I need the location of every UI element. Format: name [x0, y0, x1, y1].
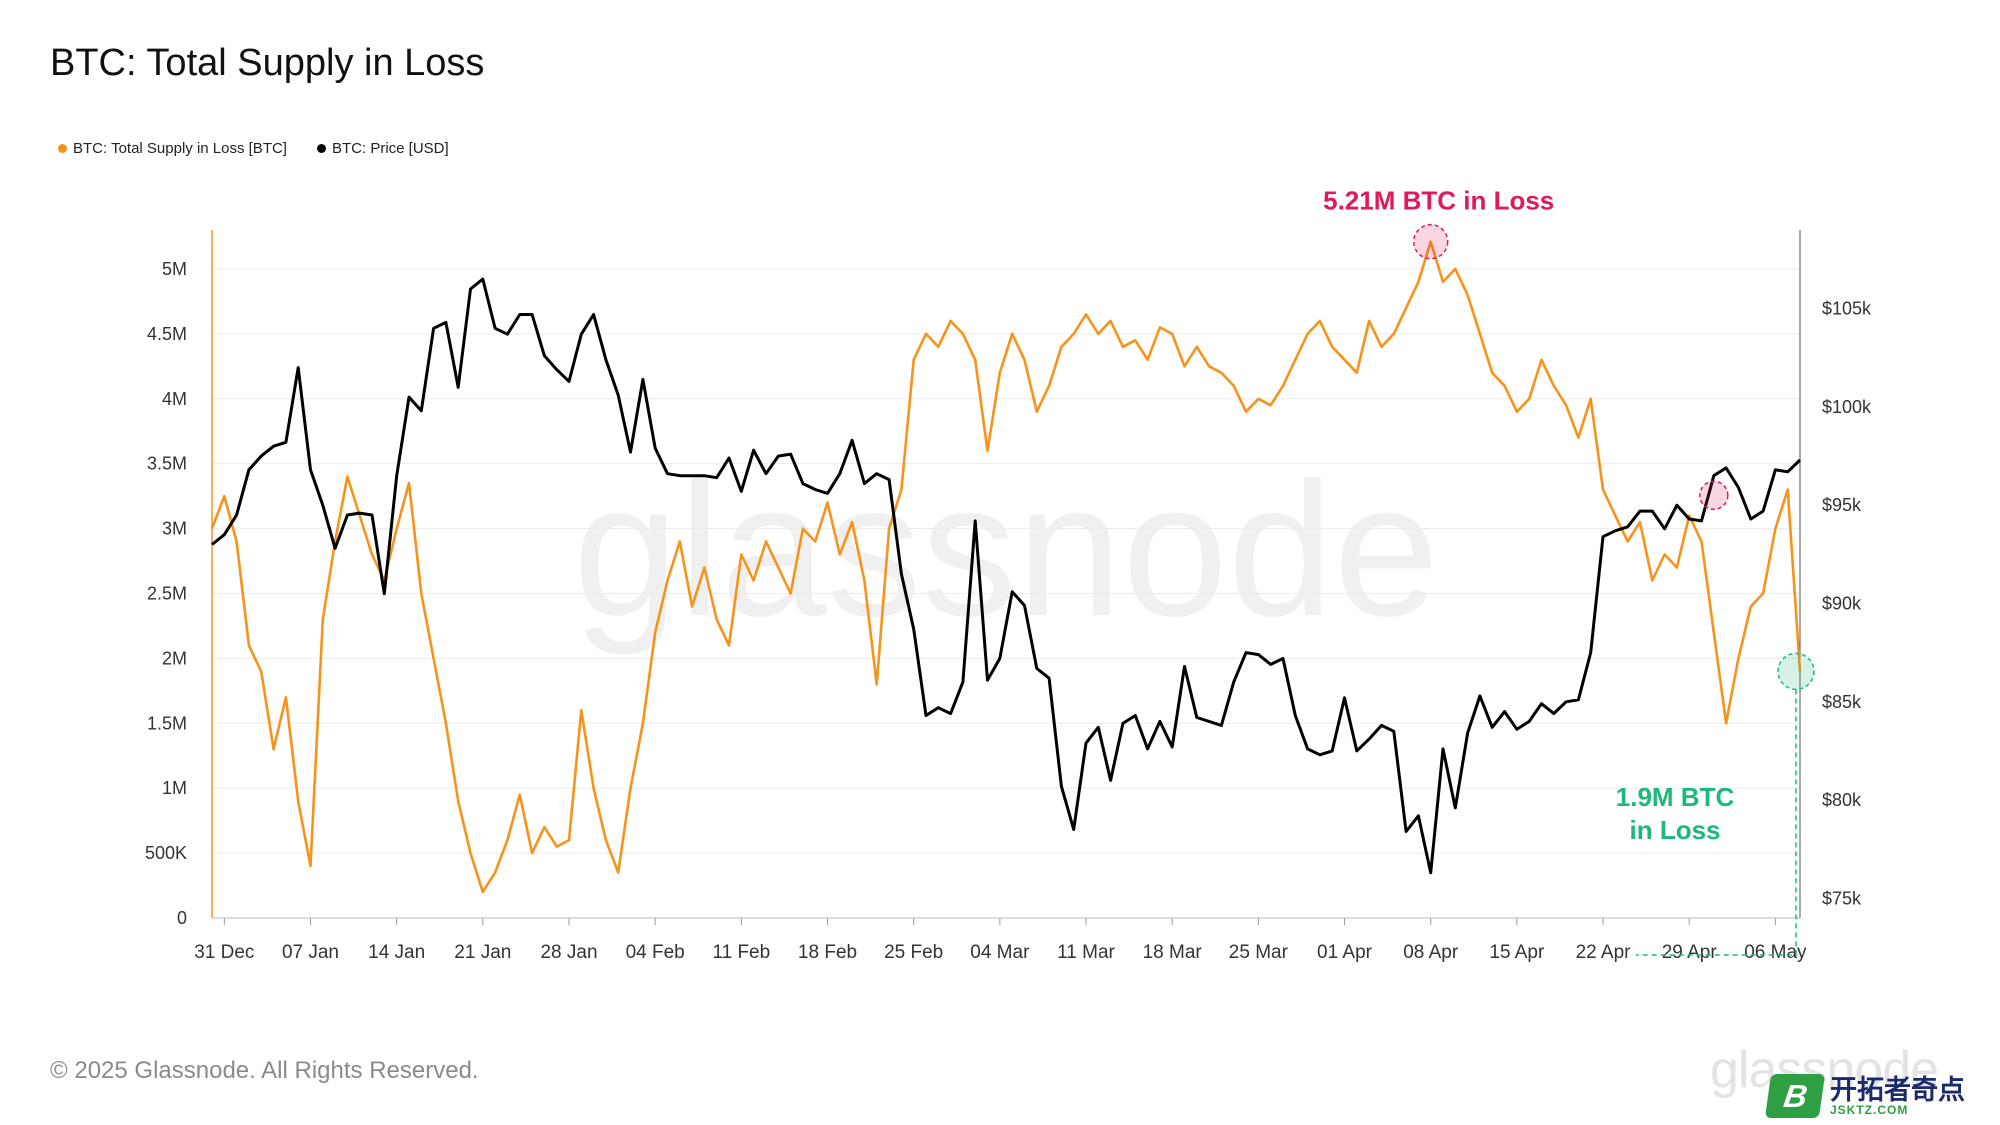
btc-price-line — [211, 277, 1802, 875]
y-left-tick-label: 4.5M — [147, 324, 187, 344]
y-right-tick-label: $80k — [1822, 790, 1862, 810]
legend: BTC: Total Supply in Loss [BTC] BTC: Pri… — [58, 140, 449, 157]
peak-annotation-label: 5.21M BTC in Loss — [1323, 186, 1554, 216]
x-tick-label: 07 Jan — [282, 942, 339, 963]
low-marker — [1777, 652, 1815, 691]
glassnode-watermark-small: glassnode — [1710, 1041, 1939, 1099]
legend-item-price[interactable]: BTC: Price [USD] — [316, 140, 449, 157]
x-tick-label: 08 Apr — [1403, 942, 1459, 963]
chart-title: BTC: Total Supply in Loss — [50, 42, 485, 84]
y-right-tick-label: $75k — [1822, 888, 1862, 908]
x-tick-label: 31 Dec — [194, 942, 254, 963]
y-left-tick-label: 4M — [162, 389, 187, 409]
y-right-tick-label: $95k — [1822, 495, 1862, 515]
y-left-tick-label: 3M — [162, 519, 187, 539]
x-tick-label: 25 Mar — [1229, 942, 1289, 963]
low-annotation-label: in Loss — [1629, 815, 1720, 845]
x-tick-label: 28 Jan — [540, 942, 597, 963]
y-right-tick-label: $105k — [1822, 299, 1872, 319]
peak-marker — [1412, 223, 1449, 260]
badge-url: JSKTZ.COM — [1830, 1102, 1909, 1117]
legend-dot-price — [316, 144, 326, 153]
legend-label-price: BTC: Price [USD] — [331, 140, 449, 157]
x-tick-label: 01 Apr — [1317, 942, 1373, 963]
x-tick-label: 21 Jan — [454, 942, 511, 963]
x-tick-label: 04 Mar — [970, 942, 1030, 963]
y-left-tick-label: 1M — [162, 778, 187, 798]
legend-dot-supply — [58, 144, 67, 153]
price-marker — [1699, 480, 1729, 511]
x-tick-label: 29 Apr — [1662, 942, 1718, 963]
low-leader-line — [1636, 689, 1797, 956]
copyright-footer: © 2025 Glassnode. All Rights Reserved. — [50, 1057, 479, 1084]
supply-in-loss-line — [210, 240, 1802, 894]
x-tick-label: 11 Mar — [1057, 942, 1115, 963]
y-left-tick-label: 3.5M — [147, 454, 187, 474]
y-left-tick-label: 0 — [177, 908, 187, 928]
y-right-tick-label: $100k — [1822, 397, 1872, 417]
x-tick-label: 18 Mar — [1143, 942, 1203, 963]
x-tick-label: 14 Jan — [368, 942, 425, 963]
x-tick-label: 04 Feb — [626, 942, 685, 963]
y-right-tick-label: $85k — [1822, 692, 1862, 712]
y-left-tick-label: 500K — [145, 843, 187, 863]
x-tick-label: 15 Apr — [1489, 942, 1545, 963]
x-tick-label: 22 Apr — [1576, 942, 1632, 963]
legend-label-supply: BTC: Total Supply in Loss [BTC] — [73, 140, 287, 157]
y-right-tick-label: $90k — [1822, 593, 1862, 613]
legend-item-supply[interactable]: BTC: Total Supply in Loss [BTC] — [58, 140, 287, 157]
badge-logo-icon: B — [1764, 1074, 1826, 1118]
x-tick-label: 06 May — [1744, 942, 1807, 963]
y-left-tick-label: 2M — [162, 648, 187, 668]
jsktz-badge: B 开拓者奇点 JSKTZ.COM — [1764, 1074, 1965, 1118]
x-tick-label: 25 Feb — [884, 942, 943, 963]
badge-name: 开拓者奇点 — [1830, 1074, 1965, 1105]
y-left-tick-label: 2.5M — [147, 583, 187, 603]
low-annotation-label: 1.9M BTC — [1616, 782, 1735, 812]
y-left-tick-label: 1.5M — [147, 713, 187, 733]
y-left-tick-label: 5M — [162, 259, 187, 279]
x-tick-label: 18 Feb — [798, 942, 857, 963]
x-tick-label: 11 Feb — [712, 942, 770, 963]
